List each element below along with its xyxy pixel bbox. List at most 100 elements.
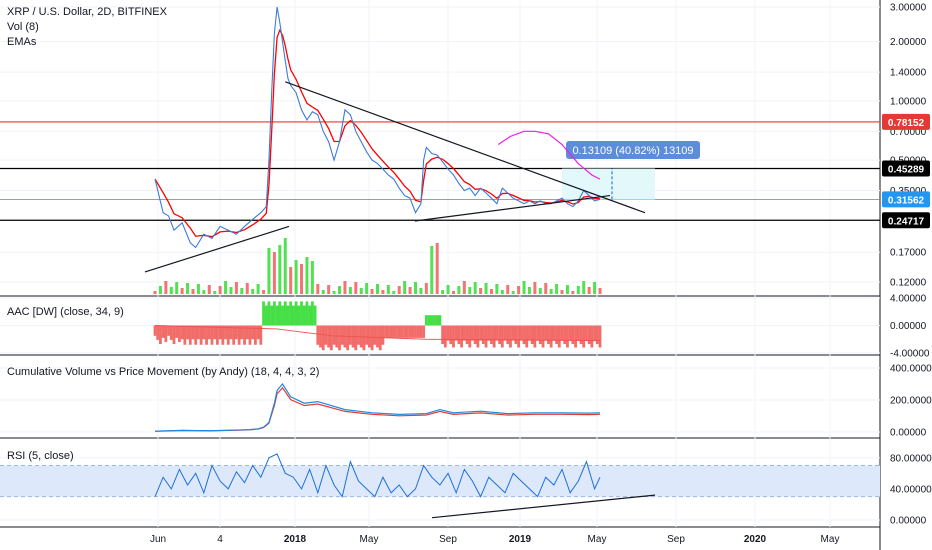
aac-bar xyxy=(305,301,309,326)
price-axis[interactable]: 3.000002.000001.400001.000000.700000.500… xyxy=(882,3,932,527)
aac-bar xyxy=(498,325,502,345)
aac-bar xyxy=(598,325,602,348)
aac-bar xyxy=(229,325,233,340)
aac-bar xyxy=(530,325,534,345)
aac-bar xyxy=(180,325,184,340)
price-tag-label: 0.45289 xyxy=(888,165,925,176)
aac-bar xyxy=(156,325,160,340)
ema-long-line xyxy=(497,130,601,180)
cvpm-pane-title[interactable]: Cumulative Volume vs Price Movement (by … xyxy=(7,366,320,378)
cvpm-tick-label: 0.00000 xyxy=(890,428,927,439)
aac-bar xyxy=(270,305,274,326)
aac-bar xyxy=(438,315,442,326)
aac-bar xyxy=(253,325,257,345)
aac-bar xyxy=(340,325,344,345)
aac-bar xyxy=(427,315,431,326)
aac-bar xyxy=(381,325,385,345)
aac-bar xyxy=(549,325,553,348)
aac-bar xyxy=(232,325,236,345)
volume-bar xyxy=(354,282,358,294)
aac-bar xyxy=(500,325,504,348)
aac-bar xyxy=(199,325,203,345)
aac-bar xyxy=(376,325,379,348)
time-tick-label: 4 xyxy=(217,534,223,545)
volume-bar xyxy=(468,287,472,294)
aac-bar xyxy=(161,325,165,338)
aac-bar xyxy=(226,325,230,345)
aac-bar xyxy=(291,305,295,326)
price-tick-label: 1.40000 xyxy=(890,68,927,79)
aac-bar xyxy=(370,325,374,351)
aac-bar xyxy=(468,325,472,348)
vol-indicator-label[interactable]: Vol (8) xyxy=(7,21,39,33)
volume-bar xyxy=(338,286,342,294)
time-tick-label: Sep xyxy=(439,534,457,545)
aac-bar xyxy=(221,325,225,345)
aac-bar xyxy=(560,325,564,341)
rsi-pane[interactable] xyxy=(0,453,880,519)
aac-bar xyxy=(484,325,488,348)
volume-bar xyxy=(381,290,385,294)
rsi-pane-title[interactable]: RSI (5, close) xyxy=(7,450,74,462)
aac-bar xyxy=(414,325,417,338)
volume-bar xyxy=(376,284,379,294)
aac-bar xyxy=(207,325,211,340)
aac-pane-title[interactable]: AAC [DW] (close, 34, 9) xyxy=(7,306,124,318)
aac-bar xyxy=(590,325,594,348)
price-tag: 0.78152 xyxy=(882,113,930,130)
aac-bar xyxy=(348,325,352,345)
aac-bar xyxy=(446,325,450,341)
aac-bar xyxy=(267,301,271,326)
aac-bar xyxy=(492,325,496,348)
volume-bar xyxy=(446,285,450,294)
time-tick-label: Sep xyxy=(667,534,685,545)
volume-bar xyxy=(473,282,477,294)
time-axis[interactable]: Jun 4 2018 May Sep 2019 May Sep 2020 May xyxy=(150,534,840,545)
price-pane[interactable]: 0.13109 (40.82%) 13109 xyxy=(0,6,880,294)
aac-bar xyxy=(321,325,325,351)
aac-bar xyxy=(544,325,548,341)
volume-bar xyxy=(479,288,483,294)
aac-bar xyxy=(571,325,575,345)
legend-main: XRP / U.S. Dollar, 2D, BITFINEX Vol (8) … xyxy=(7,5,167,50)
symbol-title[interactable]: XRP / U.S. Dollar, 2D, BITFINEX xyxy=(7,6,167,18)
volume-bar xyxy=(522,281,526,294)
price-tick-label: 3.00000 xyxy=(890,3,927,14)
aac-bar xyxy=(509,325,512,348)
volume-bar xyxy=(180,288,184,294)
aac-pane[interactable] xyxy=(153,301,602,351)
volume-bar xyxy=(424,283,428,294)
ascending-trendline xyxy=(414,194,611,222)
aac-bar xyxy=(443,325,447,348)
volume-bar xyxy=(359,288,363,294)
aac-bar xyxy=(479,325,483,341)
ema-indicator-label[interactable]: EMAs xyxy=(7,36,37,48)
aac-bar xyxy=(159,325,162,345)
cvpm-pane[interactable] xyxy=(154,382,601,432)
volume-bar xyxy=(240,288,244,294)
aac-bar xyxy=(297,305,301,326)
volume-bar xyxy=(527,287,531,294)
aac-bar xyxy=(593,325,596,341)
aac-bar xyxy=(310,301,314,326)
aac-bar xyxy=(362,325,366,351)
aac-bar xyxy=(272,301,276,326)
aac-bar xyxy=(164,325,168,342)
aac-bar xyxy=(566,325,569,348)
volume-bar xyxy=(495,284,499,294)
aac-bar xyxy=(175,325,179,338)
aac-bar xyxy=(243,325,246,345)
aac-bar xyxy=(462,325,466,341)
aac-signal-line xyxy=(154,325,601,342)
aac-bar xyxy=(465,325,469,345)
price-tag-bg xyxy=(882,212,930,229)
volume-bar xyxy=(397,286,401,294)
aac-bar xyxy=(213,325,217,340)
volume-bar xyxy=(457,286,461,294)
aac-bar xyxy=(153,325,157,336)
volume-bar xyxy=(327,285,331,294)
volume-bar xyxy=(321,290,325,294)
aac-bar xyxy=(197,325,200,340)
aac-bar xyxy=(574,325,577,348)
